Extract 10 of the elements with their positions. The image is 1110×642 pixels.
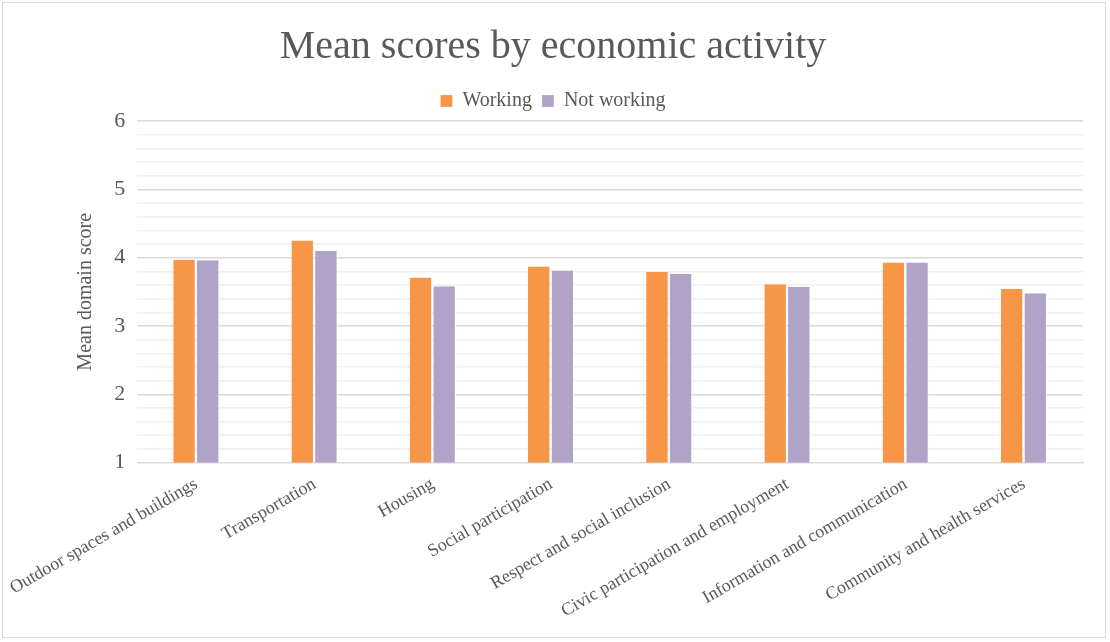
y-tick-label: 3 — [114, 311, 126, 337]
y-axis-title: Mean domain score — [73, 212, 96, 371]
chart-title: Mean scores by economic activity — [279, 21, 827, 67]
legend-label: Working — [462, 88, 532, 112]
y-tick-label: 1 — [114, 448, 126, 474]
y-tick-label: 6 — [114, 106, 126, 132]
y-tick-label: 4 — [114, 243, 126, 269]
y-tick-label: 2 — [114, 380, 126, 406]
legend-label: Not working — [563, 88, 666, 112]
y-tick-label: 5 — [114, 175, 126, 201]
